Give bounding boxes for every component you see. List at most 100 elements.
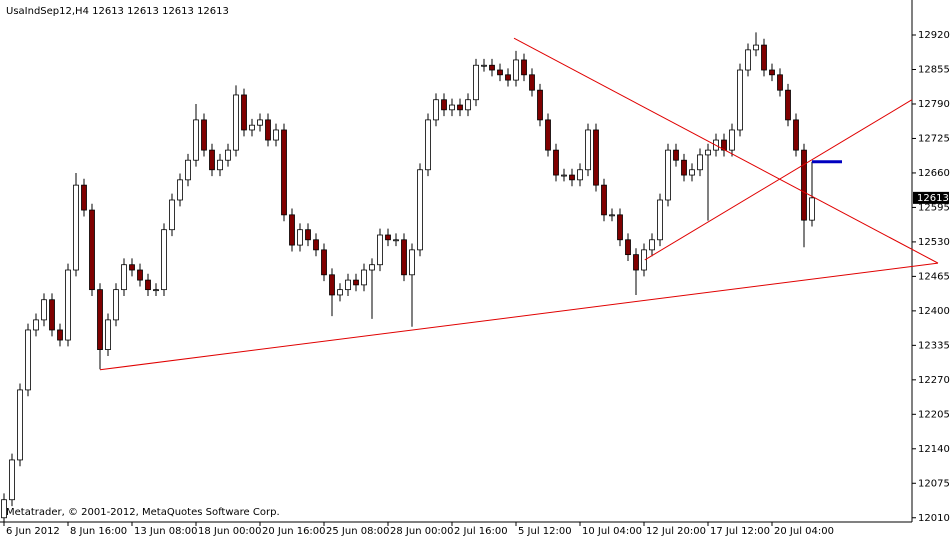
candle-body: [129, 264, 135, 271]
x-tick-label: 6 Jun 2012: [6, 526, 60, 537]
y-tick-label: 12530: [918, 237, 950, 248]
trend-line: [99, 262, 939, 371]
candle-body: [73, 184, 79, 271]
candle-body: [553, 149, 559, 176]
price-label-box: [913, 191, 949, 204]
copyright: Metatrader, © 2001-2012, MetaQuotes Soft…: [6, 507, 280, 518]
candle-body: [233, 94, 239, 151]
y-tick-label: 12335: [918, 340, 950, 351]
y-tick-label: 12725: [918, 133, 950, 144]
candle-body: [737, 69, 743, 131]
candle-body: [785, 89, 791, 121]
candle-body: [145, 279, 151, 291]
candle-body: [353, 279, 359, 286]
candle-body: [473, 64, 479, 101]
candle-body: [633, 254, 639, 271]
x-tick-label: 5 Jul 12:00: [518, 526, 572, 537]
candle-body: [505, 74, 511, 81]
candle-body: [289, 214, 295, 246]
candle-body: [385, 234, 391, 241]
candle-body: [281, 129, 287, 216]
candle-body: [769, 69, 775, 76]
candle-body: [457, 104, 463, 111]
candle-body: [265, 119, 271, 141]
candle-body: [449, 104, 455, 111]
candle-body: [569, 174, 575, 181]
candle-body: [169, 199, 175, 231]
y-tick-label: 12205: [918, 409, 950, 420]
candle-body: [41, 299, 47, 321]
candle-body: [793, 119, 799, 151]
x-tick-label: 12 Jul 20:00: [646, 526, 706, 537]
candle-body: [417, 169, 423, 251]
x-tick-label: 13 Jun 08:00: [134, 526, 198, 537]
candle-body: [329, 274, 335, 296]
candle-body: [249, 124, 255, 131]
candle-body: [609, 214, 615, 217]
candle-body: [369, 264, 375, 271]
candle-body: [537, 89, 543, 121]
x-tick-label: 8 Jun 16:00: [70, 526, 127, 537]
candle-body: [57, 329, 63, 341]
candle-body: [513, 59, 519, 81]
candle-body: [729, 129, 735, 151]
candle-body: [801, 149, 807, 221]
candle-body: [649, 239, 655, 251]
candle-body: [409, 249, 415, 276]
y-tick-label: 12465: [918, 271, 950, 282]
y-tick-label: 12075: [918, 478, 950, 489]
candle-body: [705, 149, 711, 156]
candle-body: [49, 299, 55, 331]
candle-body: [809, 197, 815, 221]
x-tick-label: 25 Jun 08:00: [326, 526, 390, 537]
candle-body: [497, 69, 503, 76]
candle-body: [17, 389, 23, 461]
candle-body: [545, 119, 551, 151]
candle-body: [521, 59, 527, 76]
candle-body: [585, 129, 591, 171]
candle-body: [337, 289, 343, 296]
price-label: 12613: [917, 193, 949, 204]
candle-body: [97, 289, 103, 350]
candle-body: [593, 129, 599, 186]
candle-body: [217, 159, 223, 171]
candle-body: [241, 94, 247, 131]
candle-body: [673, 149, 679, 161]
trend-line: [513, 37, 939, 264]
candle-body: [753, 44, 759, 51]
y-tick-label: 12660: [918, 168, 950, 179]
candle-body: [745, 49, 751, 71]
candle-body: [529, 74, 535, 91]
candle-body: [89, 209, 95, 291]
candle-body: [81, 184, 87, 211]
candle-body: [641, 249, 647, 271]
candle-body: [401, 239, 407, 276]
y-tick-label: 12270: [918, 375, 950, 386]
candle-body: [305, 229, 311, 241]
candle-body: [65, 269, 71, 341]
trend-line: [644, 99, 913, 261]
candle-body: [561, 174, 567, 177]
candle-body: [361, 269, 367, 286]
candle-body: [257, 119, 263, 126]
candle-body: [161, 229, 167, 291]
candle-body: [201, 119, 207, 151]
candle-body: [377, 234, 383, 266]
candle-body: [105, 319, 111, 350]
candle-body: [625, 239, 631, 256]
candle-body: [193, 119, 199, 161]
candle-body: [393, 239, 399, 242]
y-tick-label: 12595: [918, 202, 950, 213]
candle-body: [617, 214, 623, 241]
candle-body: [137, 269, 143, 281]
candle-body: [113, 289, 119, 321]
candle-body: [185, 159, 191, 181]
candle-body: [577, 169, 583, 181]
candle-body: [297, 229, 303, 246]
candle-body: [425, 119, 431, 171]
candle-body: [273, 129, 279, 141]
candle-body: [441, 99, 447, 111]
candle-body: [33, 319, 39, 331]
